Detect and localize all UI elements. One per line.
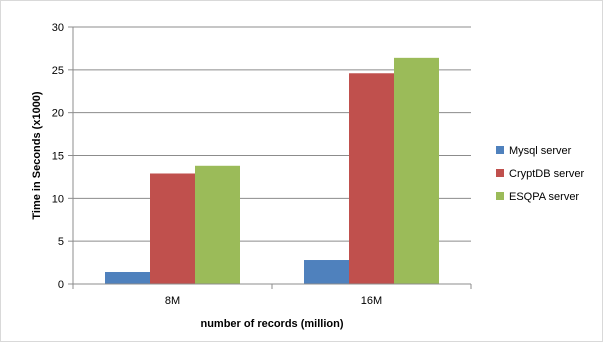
legend: Mysql server CryptDB server ESQPA server: [496, 145, 585, 203]
y-axis-title: Time in Seconds (x1000): [31, 91, 43, 220]
bar-mysql-server-16m: [304, 260, 349, 284]
y-tick-label: 5: [58, 236, 64, 248]
y-tick-label: 20: [52, 108, 64, 120]
legend-swatch: [496, 146, 504, 154]
x-axis-title: number of records (million): [200, 318, 343, 330]
bars: [105, 57, 439, 285]
x-tick-label: 8M: [165, 295, 180, 307]
axes: 0 5 10 15 20 25 30 8M 16M: [52, 22, 472, 307]
y-tick-label: 25: [52, 65, 64, 77]
bar-esqpa-server-8m: [195, 165, 240, 284]
bar-esqpa-server-16m: [394, 57, 439, 285]
bar-chart: 0 5 10 15 20 25 30 8M 16M Mysql server CryptDB se…: [31, 22, 585, 330]
legend-swatch: [496, 192, 504, 200]
y-tick-label: 30: [52, 22, 64, 34]
y-tick-label: 0: [58, 279, 64, 291]
y-tick-label: 10: [52, 193, 64, 205]
bar-cryptdb-server-16m: [349, 73, 394, 284]
legend-label: Mysql server: [509, 145, 572, 157]
y-tick-label: 15: [52, 151, 64, 163]
legend-label: ESQPA server: [509, 191, 579, 203]
legend-swatch: [496, 169, 504, 177]
bar-mysql-server-8m: [105, 272, 150, 284]
bar-cryptdb-server-8m: [150, 173, 195, 284]
legend-label: CryptDB server: [509, 168, 585, 180]
x-tick-label: 16M: [361, 295, 382, 307]
